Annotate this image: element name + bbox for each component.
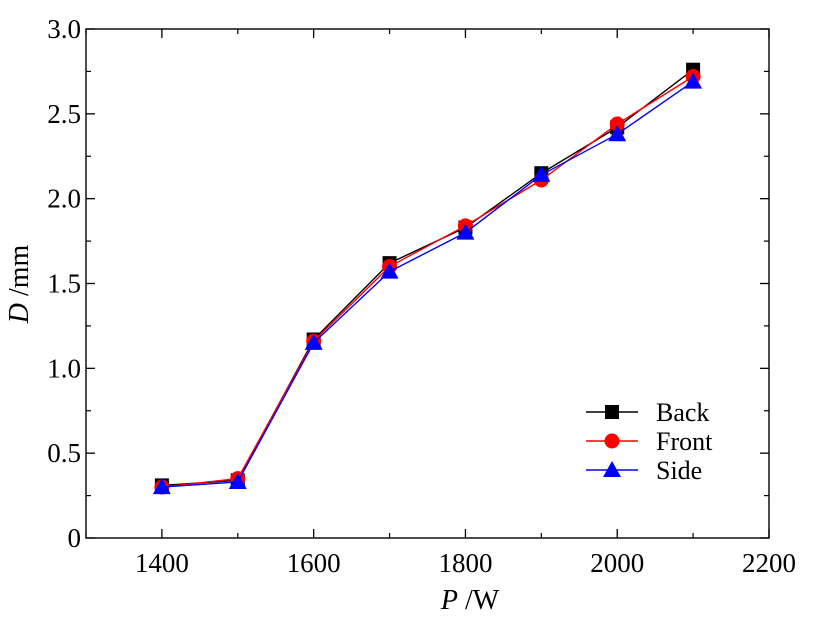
legend-label-side: Side [656,456,702,485]
legend-label-back: Back [656,398,709,427]
legend-marker-front [604,433,620,449]
y-tick-label: 2.0 [47,184,81,214]
series-side [152,72,703,495]
y-tick-label: 0 [68,523,82,553]
series-layer [152,62,703,495]
y-tick-label: 2.5 [47,99,81,129]
legend-item-front: Front [586,427,713,456]
legend-marker-side [603,461,621,477]
data-point-side [608,125,627,142]
legend-marker-back [605,405,619,419]
series-line-front [161,75,694,488]
x-axis-label: P /W [440,585,500,616]
y-tick-label: 3.0 [47,14,81,44]
y-axis-label: D /mm [4,244,35,324]
legend-item-side: Side [586,456,702,485]
x-axis-unit: /W [458,585,500,616]
x-tick-label: 2200 [742,548,796,578]
data-point-front [609,116,625,132]
ticks-layer: 1400 1600 1800 2000 2200 0 0.5 1.0 1.5 2.0 2.5 3.0 [47,14,796,578]
legend-item-back: Back [586,398,709,427]
y-axis-unit: /mm [4,244,35,303]
y-tick-label: 1.0 [47,353,81,383]
y-tick-label: 0.5 [47,438,81,468]
x-tick-label: 1800 [438,548,492,578]
y-axis-var: D [4,303,35,324]
data-point-side [152,478,171,495]
x-axis-var: P [440,585,458,616]
x-tick-label: 1400 [135,548,189,578]
x-tick-label: 1600 [287,548,341,578]
data-point-side [456,223,475,240]
plot-frame [85,28,770,539]
y-tick-label: 1.5 [47,269,81,299]
data-point-side [304,333,323,350]
data-point-side [380,262,399,279]
legend-label-front: Front [656,427,713,456]
data-point-side [228,473,247,490]
x-tick-label: 2000 [590,548,644,578]
data-point-side [684,72,703,89]
series-line-side [161,81,694,488]
data-point-side [532,165,551,182]
